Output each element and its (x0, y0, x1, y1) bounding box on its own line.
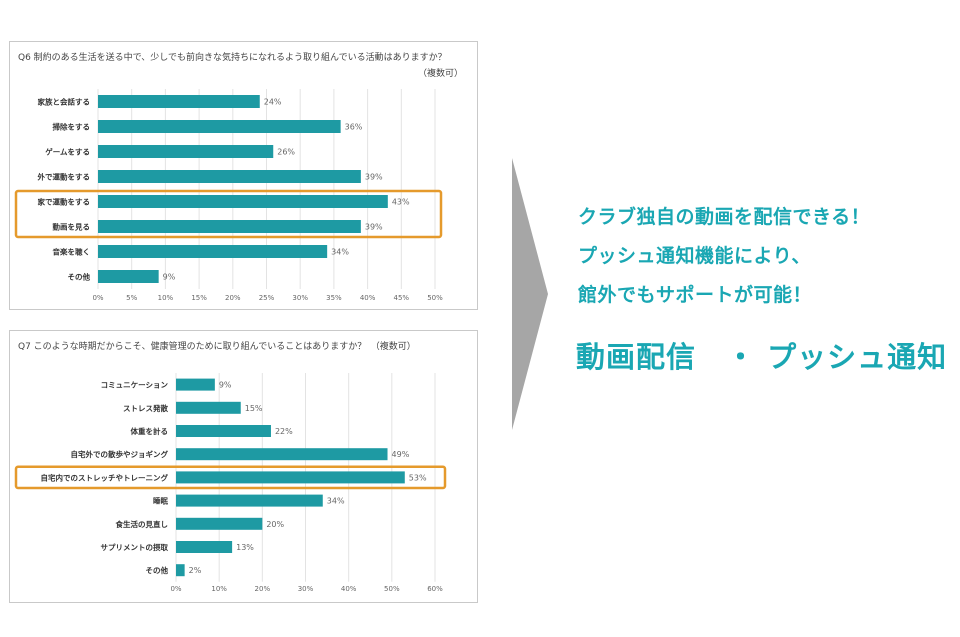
x-tick-label: 40% (360, 294, 376, 302)
highlight-box (14, 189, 443, 239)
x-tick-label: 60% (427, 585, 443, 593)
data-label: 13% (236, 543, 254, 552)
data-label: 15% (245, 404, 263, 413)
data-label: 39% (365, 173, 383, 182)
category-label: 掃除をする (53, 122, 91, 132)
q7-title: Q7 このような時期だからこそ、健康管理のために取り組んでいることはありますか？… (18, 342, 416, 352)
x-tick-label: 45% (394, 294, 410, 302)
data-label: 49% (392, 450, 410, 459)
bar (98, 195, 388, 208)
highlight-box (14, 465, 447, 490)
category-label: 家族と会話する (38, 97, 91, 107)
q7-bar-chart: 0% 10% 20% 30% 40% 50% 60% コミュニケーション 9% ストレス発散 15%… (14, 373, 447, 593)
x-tick-label: 20% (225, 294, 241, 302)
category-label: 自宅内でのストレッチやトレーニング (41, 472, 169, 482)
message-line-1: クラブ独自の動画を配信できる！ (578, 206, 871, 228)
x-tick-label: 5% (126, 294, 137, 302)
category-label: 睡眠 (153, 496, 168, 506)
data-label: 26% (277, 148, 295, 157)
q6-title: Q6 制約のある生活を送る中で、少しでも前向きな気持ちになれるよう取り組んでいる… (18, 53, 447, 63)
bar (98, 95, 260, 108)
bar (98, 170, 361, 183)
x-tick-label: 20% (255, 585, 271, 593)
message-line-2: プッシュ通知機能により、 (578, 245, 811, 267)
q7-chart-panel: Q7 このような時期だからこそ、健康管理のために取り組んでいることはありますか？… (9, 330, 478, 603)
category-label: 自宅外での散歩やジョギング (71, 449, 169, 459)
x-tick-label: 50% (384, 585, 400, 593)
bar (98, 270, 159, 283)
x-tick-label: 30% (292, 294, 308, 302)
category-label: 家で運動をする (38, 197, 91, 207)
bar (176, 517, 263, 530)
bar (98, 120, 341, 133)
category-label: その他 (68, 272, 91, 282)
q6-bar-chart: 0% 5% 10% 15% 20% 25% 30% 35% 40% 45% 50% 家族と会話する 24… (14, 89, 443, 302)
x-tick-label: 40% (341, 585, 357, 593)
x-tick-label: 0% (170, 585, 181, 593)
category-label: サプリメントの摂取 (101, 542, 169, 552)
data-label: 9% (219, 381, 232, 390)
bar (176, 564, 185, 577)
category-label: 音楽を聴く (53, 247, 91, 257)
category-label: 食生活の見直し (116, 519, 169, 529)
category-label: 体重を計る (131, 426, 169, 436)
bar (98, 145, 274, 158)
data-label: 2% (189, 566, 202, 575)
right-arrow-icon (512, 158, 548, 430)
x-tick-label: 15% (191, 294, 207, 302)
x-tick-label: 25% (259, 294, 275, 302)
data-label: 20% (266, 520, 284, 529)
bar (176, 448, 388, 461)
data-label: 9% (163, 273, 176, 282)
data-label: 43% (392, 198, 410, 207)
bar (176, 541, 233, 553)
x-tick-label: 0% (92, 294, 103, 302)
x-tick-label: 10% (158, 294, 174, 302)
x-tick-label: 35% (326, 294, 342, 302)
bar (98, 220, 361, 233)
bar (176, 425, 271, 437)
data-label: 53% (409, 473, 427, 482)
category-label: その他 (146, 565, 169, 575)
bar (176, 471, 405, 484)
data-label: 24% (264, 98, 282, 107)
feature-headline: 動画配信 ・ プッシュ通知 (576, 340, 948, 374)
q6-chart-panel: Q6 制約のある生活を送る中で、少しでも前向きな気持ちになれるよう取り組んでいる… (9, 41, 478, 310)
bar (176, 494, 323, 507)
data-label: 22% (275, 427, 293, 436)
x-tick-label: 30% (298, 585, 314, 593)
data-label: 34% (331, 248, 349, 257)
q6-subtitle: （複数可） (418, 69, 464, 79)
bar (176, 401, 241, 414)
data-label: 34% (327, 497, 345, 506)
category-label: ストレス発散 (123, 403, 168, 413)
category-label: 外で運動をする (38, 172, 91, 182)
category-label: 動画を見る (53, 222, 91, 232)
data-label: 39% (365, 223, 383, 232)
bar (176, 378, 215, 391)
bar (98, 245, 328, 258)
category-label: コミュニケーション (101, 381, 169, 390)
x-tick-label: 10% (211, 585, 227, 593)
message-line-3: 館外でもサポートが可能！ (578, 284, 813, 306)
x-tick-label: 50% (427, 294, 443, 302)
category-label: ゲームをする (45, 147, 90, 157)
data-label: 36% (345, 123, 363, 132)
